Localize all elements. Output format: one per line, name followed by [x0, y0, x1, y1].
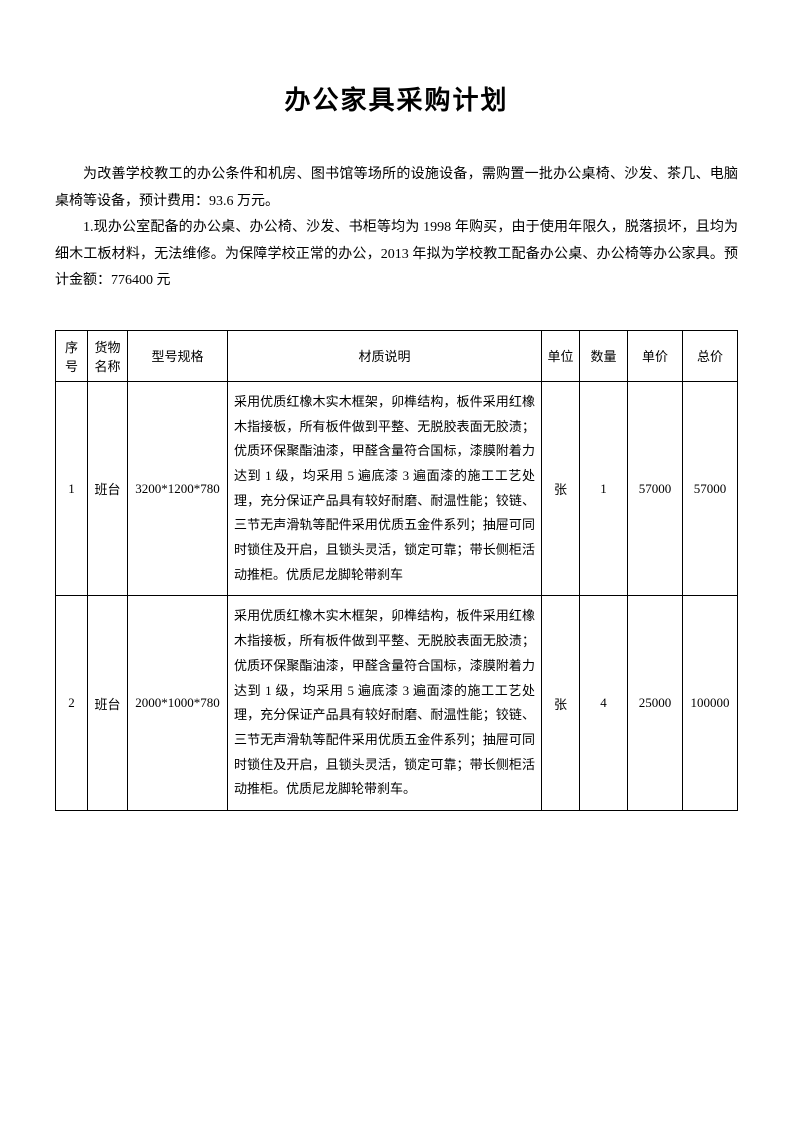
cell-desc: 采用优质红橡木实木框架，卯榫结构，板件采用红橡木指接板，所有板件做到平整、无脱胶…	[228, 381, 542, 596]
cell-total: 100000	[683, 596, 738, 811]
cell-price: 25000	[628, 596, 683, 811]
table-row: 1 班台 3200*1200*780 采用优质红橡木实木框架，卯榫结构，板件采用…	[56, 381, 738, 596]
cell-unit: 张	[542, 381, 580, 596]
cell-desc: 采用优质红橡木实木框架，卯榫结构，板件采用红橡木指接板，所有板件做到平整、无脱胶…	[228, 596, 542, 811]
page-title: 办公家具采购计划	[55, 80, 738, 117]
cell-price: 57000	[628, 381, 683, 596]
cell-qty: 1	[580, 381, 628, 596]
cell-seq: 1	[56, 381, 88, 596]
header-desc: 材质说明	[228, 330, 542, 381]
header-name: 货物名称	[88, 330, 128, 381]
cell-qty: 4	[580, 596, 628, 811]
table-header-row: 序号 货物名称 型号规格 材质说明 单位 数量 单价 总价	[56, 330, 738, 381]
cell-spec: 3200*1200*780	[128, 381, 228, 596]
cell-unit: 张	[542, 596, 580, 811]
header-qty: 数量	[580, 330, 628, 381]
intro-paragraph-1: 为改善学校教工的办公条件和机房、图书馆等场所的设施设备，需购置一批办公桌椅、沙发…	[55, 162, 738, 215]
procurement-table: 序号 货物名称 型号规格 材质说明 单位 数量 单价 总价 1 班台 3200*…	[55, 330, 738, 811]
cell-name: 班台	[88, 596, 128, 811]
header-spec: 型号规格	[128, 330, 228, 381]
intro-section: 为改善学校教工的办公条件和机房、图书馆等场所的设施设备，需购置一批办公桌椅、沙发…	[55, 162, 738, 295]
header-seq: 序号	[56, 330, 88, 381]
header-price: 单价	[628, 330, 683, 381]
cell-total: 57000	[683, 381, 738, 596]
intro-paragraph-2: 1.现办公室配备的办公桌、办公椅、沙发、书柜等均为 1998 年购买，由于使用年…	[55, 215, 738, 295]
header-unit: 单位	[542, 330, 580, 381]
cell-name: 班台	[88, 381, 128, 596]
cell-spec: 2000*1000*780	[128, 596, 228, 811]
header-total: 总价	[683, 330, 738, 381]
table-row: 2 班台 2000*1000*780 采用优质红橡木实木框架，卯榫结构，板件采用…	[56, 596, 738, 811]
cell-seq: 2	[56, 596, 88, 811]
